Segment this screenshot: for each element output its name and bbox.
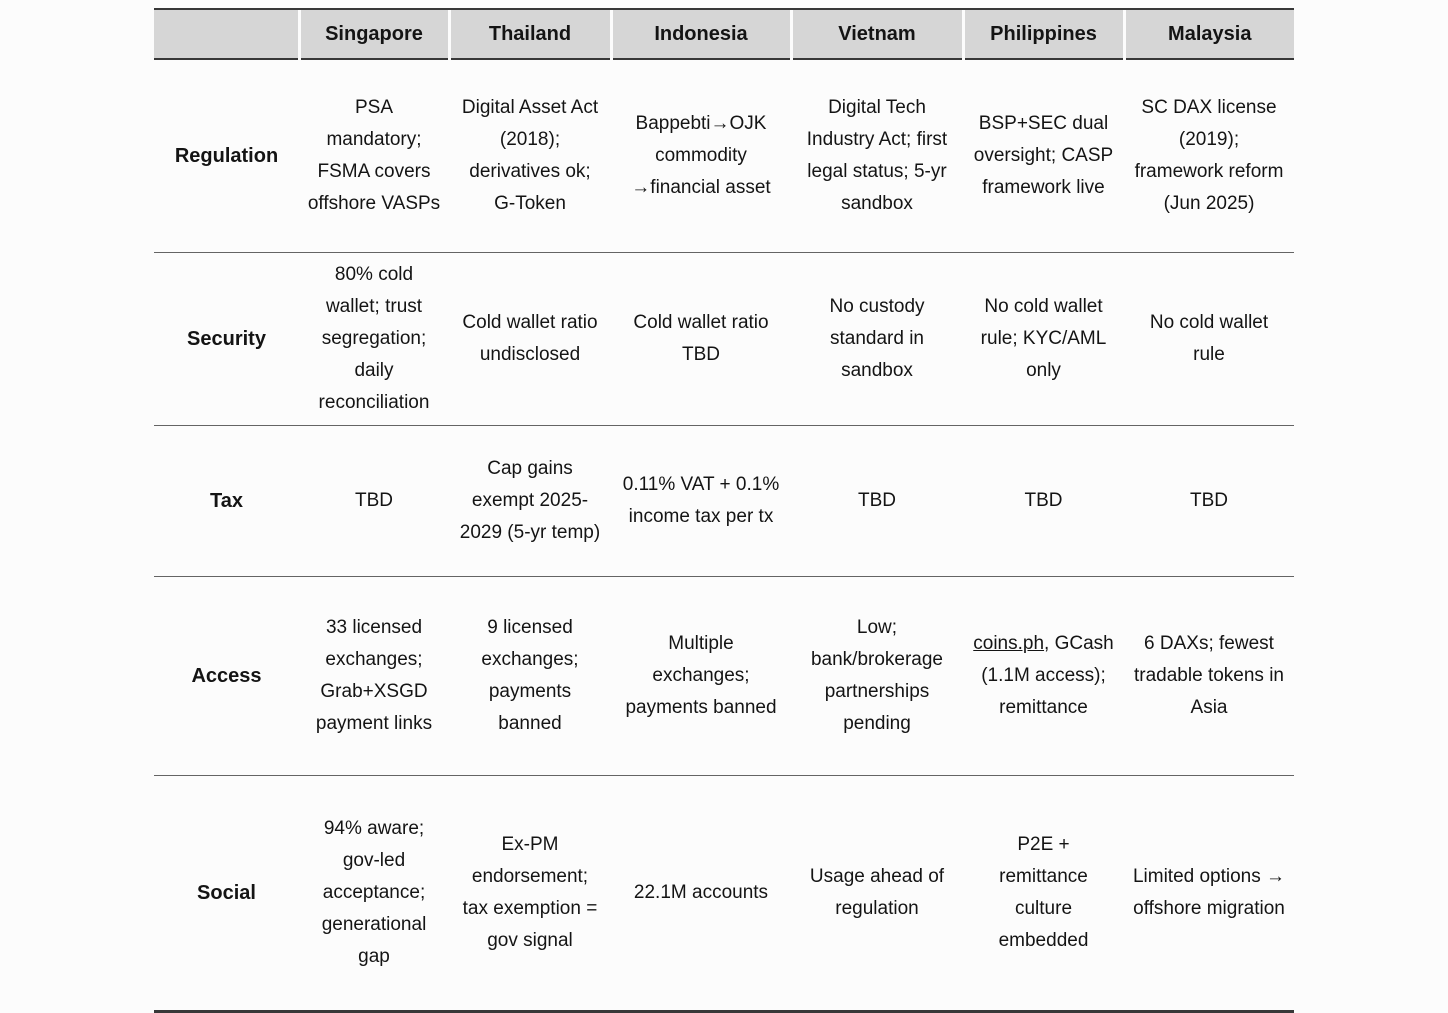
cell-security-singapore: 80% cold wallet; trust segregation; dail… <box>318 264 430 413</box>
comparison-table-container: Singapore Thailand Indonesia Vietnam Philipp… <box>154 8 1294 1013</box>
cell-regulation-indonesia: Bappebti→OJK commodity →financial asset <box>631 113 771 198</box>
cell-security-thailand: Cold wallet ratio undisclosed <box>462 312 598 365</box>
cell-social-vietnam: Usage ahead of regulation <box>809 866 945 919</box>
cell-regulation-singapore: PSA mandatory; FSMA covers offshore VASP… <box>307 97 441 214</box>
cell-text: , GCash (1.1M access); remittance <box>981 633 1114 718</box>
column-header-singapore: Singapore <box>297 10 449 59</box>
cell-tax-thailand: Cap gains exempt 2025-2029 (5-yr temp) <box>459 458 601 543</box>
cell-regulation-thailand: Digital Asset Act (2018); derivatives ok… <box>461 97 599 214</box>
cell-access-thailand: 9 licensed exchanges; payments banned <box>481 617 579 734</box>
cell-security-philippines: No cold wallet rule; KYC/AML only <box>980 296 1107 381</box>
row-label-access: Access <box>191 664 262 687</box>
row-label-tax: Tax <box>210 489 243 512</box>
cell-regulation-malaysia: SC DAX license (2019); framework reform … <box>1134 97 1284 214</box>
cell-regulation-vietnam: Digital Tech Industry Act; first legal s… <box>806 97 948 214</box>
cell-security-malaysia: No cold wallet rule <box>1149 312 1269 365</box>
cell-social-thailand: Ex-PM endorsement; tax exemption = gov s… <box>462 834 598 951</box>
cell-security-indonesia: Cold wallet ratio TBD <box>633 312 769 365</box>
column-header-philippines: Philippines <box>961 10 1124 59</box>
cell-tax-philippines: TBD <box>1024 490 1063 511</box>
cell-access-singapore: 33 licensed exchanges; Grab+XSGD payment… <box>315 617 433 734</box>
row-access: Access 33 licensed exchanges; Grab+XSGD p… <box>154 577 1294 776</box>
row-label-regulation: Regulation <box>174 144 279 167</box>
row-security: Security 80% cold wallet; trust segregati… <box>154 253 1294 426</box>
column-header-indonesia: Indonesia <box>609 10 791 59</box>
cell-social-singapore: 94% aware; gov-led acceptance; generatio… <box>321 818 427 967</box>
cell-tax-singapore: TBD <box>355 490 393 511</box>
cell-security-vietnam: No custody standard in sandbox <box>829 296 925 381</box>
row-label-security: Security <box>187 327 266 350</box>
coins-ph-link[interactable]: coins.ph <box>973 633 1045 654</box>
row-label-social: Social <box>197 881 256 904</box>
header-row: Singapore Thailand Indonesia Vietnam Philipp… <box>154 10 1294 59</box>
cell-access-indonesia: Multiple exchanges; payments banned <box>625 633 777 718</box>
cell-tax-vietnam: TBD <box>858 490 896 511</box>
cell-tax-malaysia: TBD <box>1190 490 1228 511</box>
table-header: Singapore Thailand Indonesia Vietnam Philipp… <box>154 10 1294 59</box>
cell-tax-indonesia: 0.11% VAT + 0.1% income tax per tx <box>622 474 780 527</box>
cell-access-philippines: coins.ph, GCash (1.1M access); remittanc… <box>963 577 1124 776</box>
cell-access-malaysia: 6 DAXs; fewest tradable tokens in Asia <box>1134 633 1284 718</box>
column-header-vietnam: Vietnam <box>789 10 963 59</box>
comparison-table: Singapore Thailand Indonesia Vietnam Philipp… <box>154 10 1294 1010</box>
cell-social-malaysia: Limited options → offshore migration <box>1132 866 1286 919</box>
column-header-malaysia: Malaysia <box>1122 10 1294 59</box>
cell-access-vietnam: Low; bank/brokerage partnerships pending <box>810 617 944 734</box>
row-social: Social 94% aware; gov-led acceptance; gen… <box>154 776 1294 1011</box>
cell-social-philippines: P2E + remittance culture embedded <box>998 834 1089 951</box>
table-body: Regulation PSA mandatory; FSMA covers off… <box>154 59 1294 1010</box>
row-tax: Tax TBD Cap gains exempt 2025-2029 (5-yr t… <box>154 426 1294 577</box>
column-header-thailand: Thailand <box>447 10 611 59</box>
cell-social-indonesia: 22.1M accounts <box>633 882 769 903</box>
cell-regulation-philippines: BSP+SEC dual oversight; CASP framework l… <box>973 113 1114 198</box>
corner-cell <box>154 10 299 59</box>
row-regulation: Regulation PSA mandatory; FSMA covers off… <box>154 59 1294 253</box>
